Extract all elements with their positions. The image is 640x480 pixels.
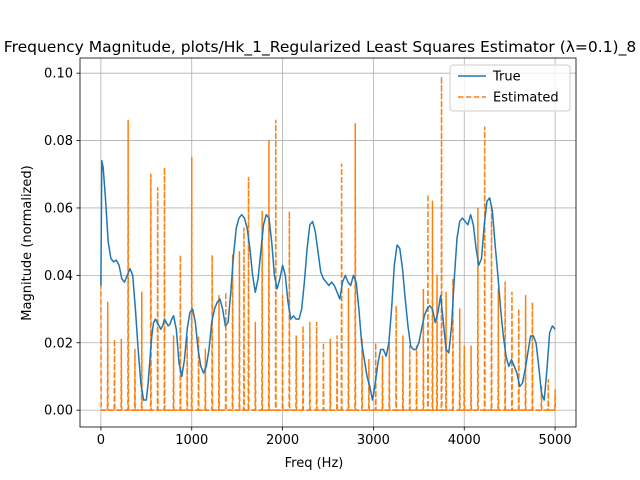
x-tick-label: 2000 [266, 433, 299, 448]
x-tick-label: 4000 [448, 433, 481, 448]
x-tick-label: 3000 [357, 433, 390, 448]
y-tick-label: 0.08 [44, 134, 73, 149]
y-axis-label: Magnitude (normalized) [20, 165, 35, 320]
legend-label-estimated: Estimated [493, 91, 559, 106]
plot-area [100, 75, 557, 411]
true-series-line [100, 160, 556, 401]
x-tick-label: 5000 [539, 433, 572, 448]
x-axis-label: Freq (Hz) [285, 456, 344, 471]
ticks: 0 1000 2000 3000 4000 5000 0.00 0.02 0.04 0.06 0.0… [44, 67, 572, 448]
y-tick-label: 0.06 [44, 201, 73, 216]
y-tick-label: 0.00 [44, 404, 73, 419]
y-tick-label: 0.02 [44, 336, 73, 351]
y-tick-label: 0.10 [44, 67, 73, 82]
axes-frame [79, 57, 577, 428]
legend: True Estimated [449, 64, 571, 112]
chart-title: Frequency Magnitude, plots/Hk_1_Regulari… [4, 38, 636, 57]
y-tick-label: 0.04 [44, 269, 73, 284]
x-tick-label: 0 [97, 433, 105, 448]
estimated-series-line [100, 75, 557, 411]
x-tick-label: 1000 [175, 433, 208, 448]
legend-label-true: True [492, 70, 521, 85]
